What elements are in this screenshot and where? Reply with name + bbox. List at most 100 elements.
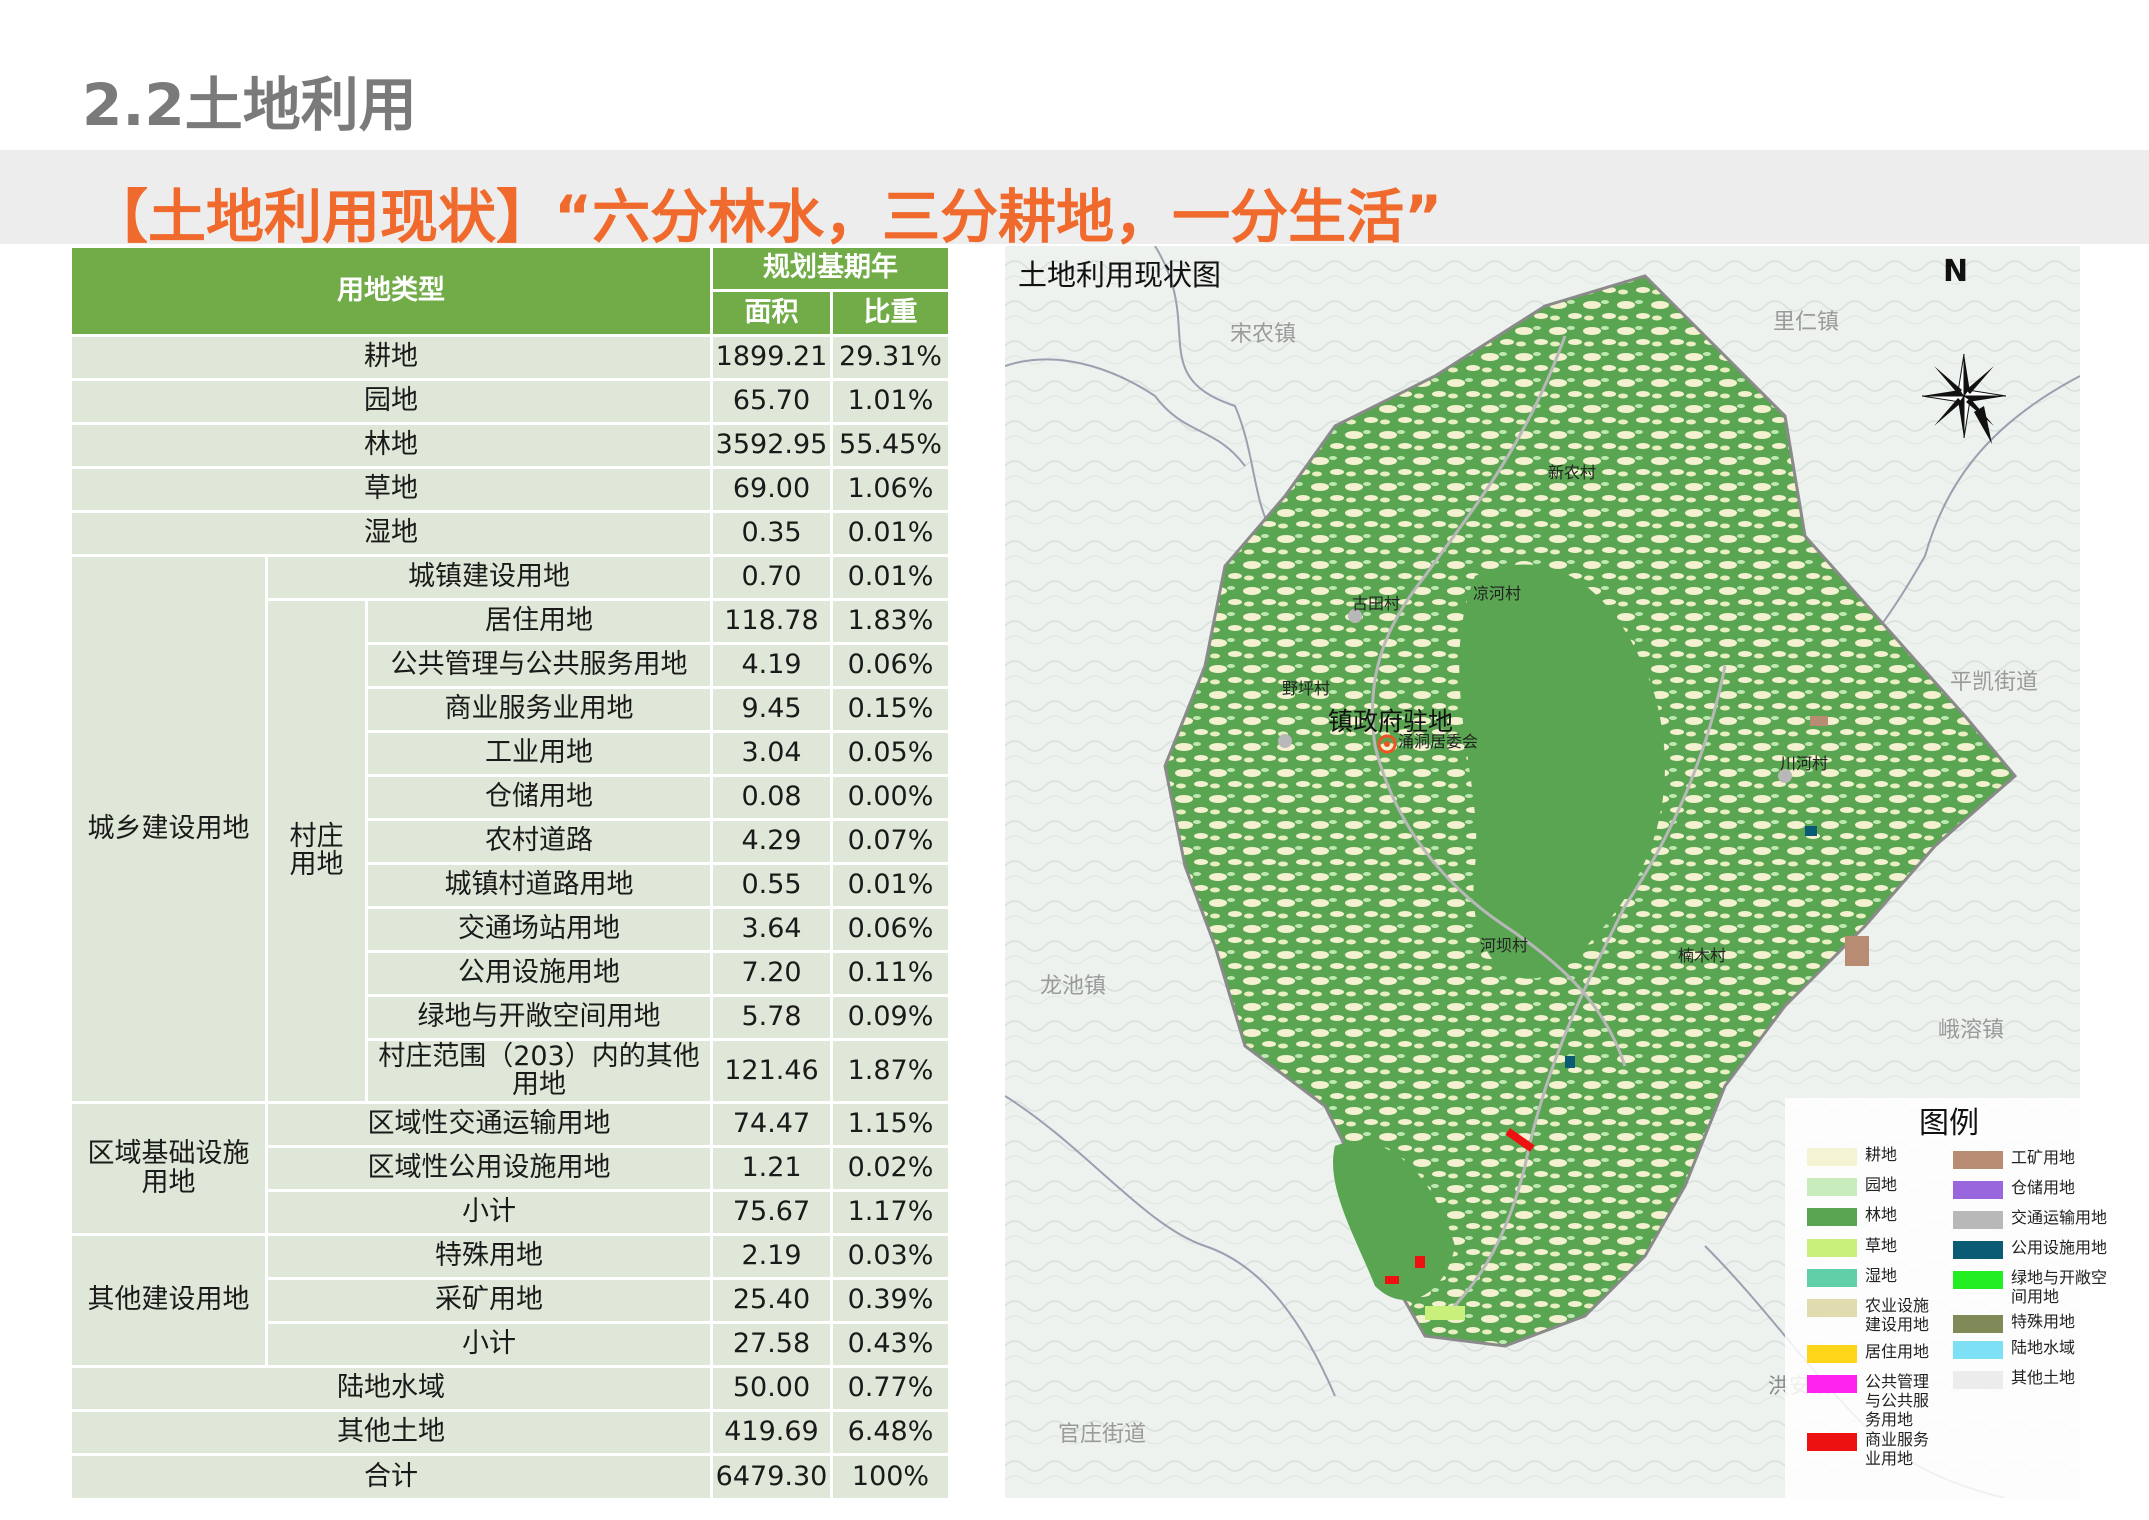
row-area: 121.46	[713, 1041, 830, 1101]
legend-item: 其他土地	[1953, 1368, 2111, 1389]
row-ratio: 0.09%	[833, 997, 948, 1038]
legend-label: 交通运输用地	[2011, 1208, 2108, 1227]
row-ratio: 1.06%	[833, 469, 948, 510]
group-urban-rural: 城乡建设用地	[72, 557, 265, 1101]
row-ratio: 0.15%	[833, 689, 948, 730]
row-ratio: 1.83%	[833, 601, 948, 642]
row-ratio: 0.01%	[833, 865, 948, 906]
row-ratio: 0.11%	[833, 953, 948, 994]
legend-label: 公用设施用地	[2011, 1238, 2108, 1257]
legend-label: 耕地	[1865, 1145, 1898, 1164]
row-ratio: 100%	[833, 1456, 948, 1498]
row-area: 4.29	[713, 821, 830, 862]
row-name: 林地	[72, 425, 710, 466]
row-area: 75.67	[713, 1192, 830, 1233]
legend-label: 其他土地	[2011, 1368, 2076, 1387]
row-name: 公用设施用地	[368, 953, 710, 994]
surrounding-label: 宋农镇	[1230, 322, 1297, 347]
land-use-map	[1005, 246, 2080, 1498]
header-period: 规划基期年	[713, 248, 948, 289]
legend-item: 林地	[1807, 1205, 1939, 1226]
row-area: 1.21	[713, 1148, 830, 1189]
village-label: 川河村	[1780, 754, 1829, 773]
legend-item: 公用设施用地	[1953, 1238, 2111, 1259]
map-title: 土地利用现状图	[1018, 258, 1222, 292]
legend-item: 交通运输用地	[1953, 1208, 2111, 1229]
row-name: 其他土地	[72, 1412, 710, 1453]
legend-item: 工矿用地	[1953, 1148, 2111, 1169]
surrounding-label: 官庄街道	[1058, 1422, 1147, 1447]
row-name: 村庄范围（203）内的其他用地	[368, 1041, 710, 1101]
row-area: 3.04	[713, 733, 830, 774]
row-ratio: 0.01%	[833, 557, 948, 598]
row-name: 城镇建设用地	[268, 557, 710, 598]
legend-swatch	[1953, 1211, 2003, 1229]
legend-label: 陆地水域	[2011, 1338, 2076, 1357]
row-name: 工业用地	[368, 733, 710, 774]
row-area: 27.58	[713, 1324, 830, 1365]
row-area: 3.64	[713, 909, 830, 950]
row-area: 3592.95	[713, 425, 830, 466]
group-village: 村庄用地	[268, 601, 365, 1101]
row-name: 农村道路	[368, 821, 710, 862]
row-name: 交通场站用地	[368, 909, 710, 950]
town-center-label: 镇政府驻地	[1328, 707, 1454, 736]
row-name: 园地	[72, 381, 710, 422]
row-name: 湿地	[72, 513, 710, 554]
legend-swatch	[1807, 1433, 1857, 1451]
row-ratio: 0.02%	[833, 1148, 948, 1189]
row-name: 小计	[268, 1324, 710, 1365]
row-name: 公共管理与公共服务用地	[368, 645, 710, 686]
surrounding-label: 平凯街道	[1950, 670, 2039, 695]
legend-item: 绿地与开敞空间用地	[1953, 1268, 2111, 1306]
legend-label: 公共管理与公共服务用地	[1865, 1372, 1930, 1430]
legend-item: 耕地	[1807, 1145, 1939, 1166]
row-area: 5.78	[713, 997, 830, 1038]
surrounding-label: 峨溶镇	[1938, 1018, 2005, 1043]
row-name: 小计	[268, 1192, 710, 1233]
legend-label: 工矿用地	[2011, 1148, 2076, 1167]
legend-label: 仓储用地	[2011, 1178, 2076, 1197]
legend-item: 农业设施建设用地	[1807, 1296, 1939, 1334]
legend-swatch	[1807, 1208, 1857, 1226]
legend-item: 陆地水域	[1953, 1338, 2111, 1359]
row-area: 1899.21	[713, 337, 830, 378]
village-label: 野坪村	[1282, 679, 1331, 698]
legend-swatch	[1953, 1181, 2003, 1199]
row-area: 118.78	[713, 601, 830, 642]
legend-swatch	[1953, 1315, 2003, 1333]
banner-background	[0, 150, 2149, 244]
section-title: 2.2土地利用	[82, 71, 417, 139]
row-ratio: 0.77%	[833, 1368, 948, 1409]
row-ratio: 0.03%	[833, 1236, 948, 1277]
row-ratio: 0.05%	[833, 733, 948, 774]
row-name: 区域性交通运输用地	[268, 1104, 710, 1145]
village-label: 新农村	[1548, 463, 1597, 482]
legend-swatch	[1807, 1148, 1857, 1166]
legend-label: 特殊用地	[2011, 1312, 2076, 1331]
header-type: 用地类型	[72, 248, 710, 334]
legend-item: 园地	[1807, 1175, 1939, 1196]
row-area: 4.19	[713, 645, 830, 686]
header-ratio: 比重	[833, 292, 948, 334]
row-name: 城镇村道路用地	[368, 865, 710, 906]
legend-swatch	[1807, 1269, 1857, 1287]
village-label: 涌洞居委会	[1398, 732, 1479, 751]
village-label: 凉河村	[1473, 584, 1522, 603]
village-label: 古田村	[1352, 594, 1401, 613]
land-use-table: 用地类型 规划基期年 面积 比重 城乡建设用地 村庄用地 区域基础设施用地 其他…	[72, 248, 948, 1498]
north-label: N	[1943, 254, 1969, 289]
row-name: 特殊用地	[268, 1236, 710, 1277]
row-ratio: 1.15%	[833, 1104, 948, 1145]
row-ratio: 0.06%	[833, 645, 948, 686]
row-area: 6479.30	[713, 1456, 830, 1498]
row-name: 仓储用地	[368, 777, 710, 818]
legend-item: 公共管理与公共服务用地	[1807, 1372, 1939, 1430]
legend-label: 绿地与开敞空间用地	[2011, 1268, 2108, 1307]
group-other: 其他建设用地	[72, 1236, 265, 1365]
legend-swatch	[1807, 1299, 1857, 1317]
surrounding-label: 龙池镇	[1040, 974, 1107, 999]
row-name: 陆地水域	[72, 1368, 710, 1409]
legend-swatch	[1953, 1371, 2003, 1389]
row-area: 69.00	[713, 469, 830, 510]
